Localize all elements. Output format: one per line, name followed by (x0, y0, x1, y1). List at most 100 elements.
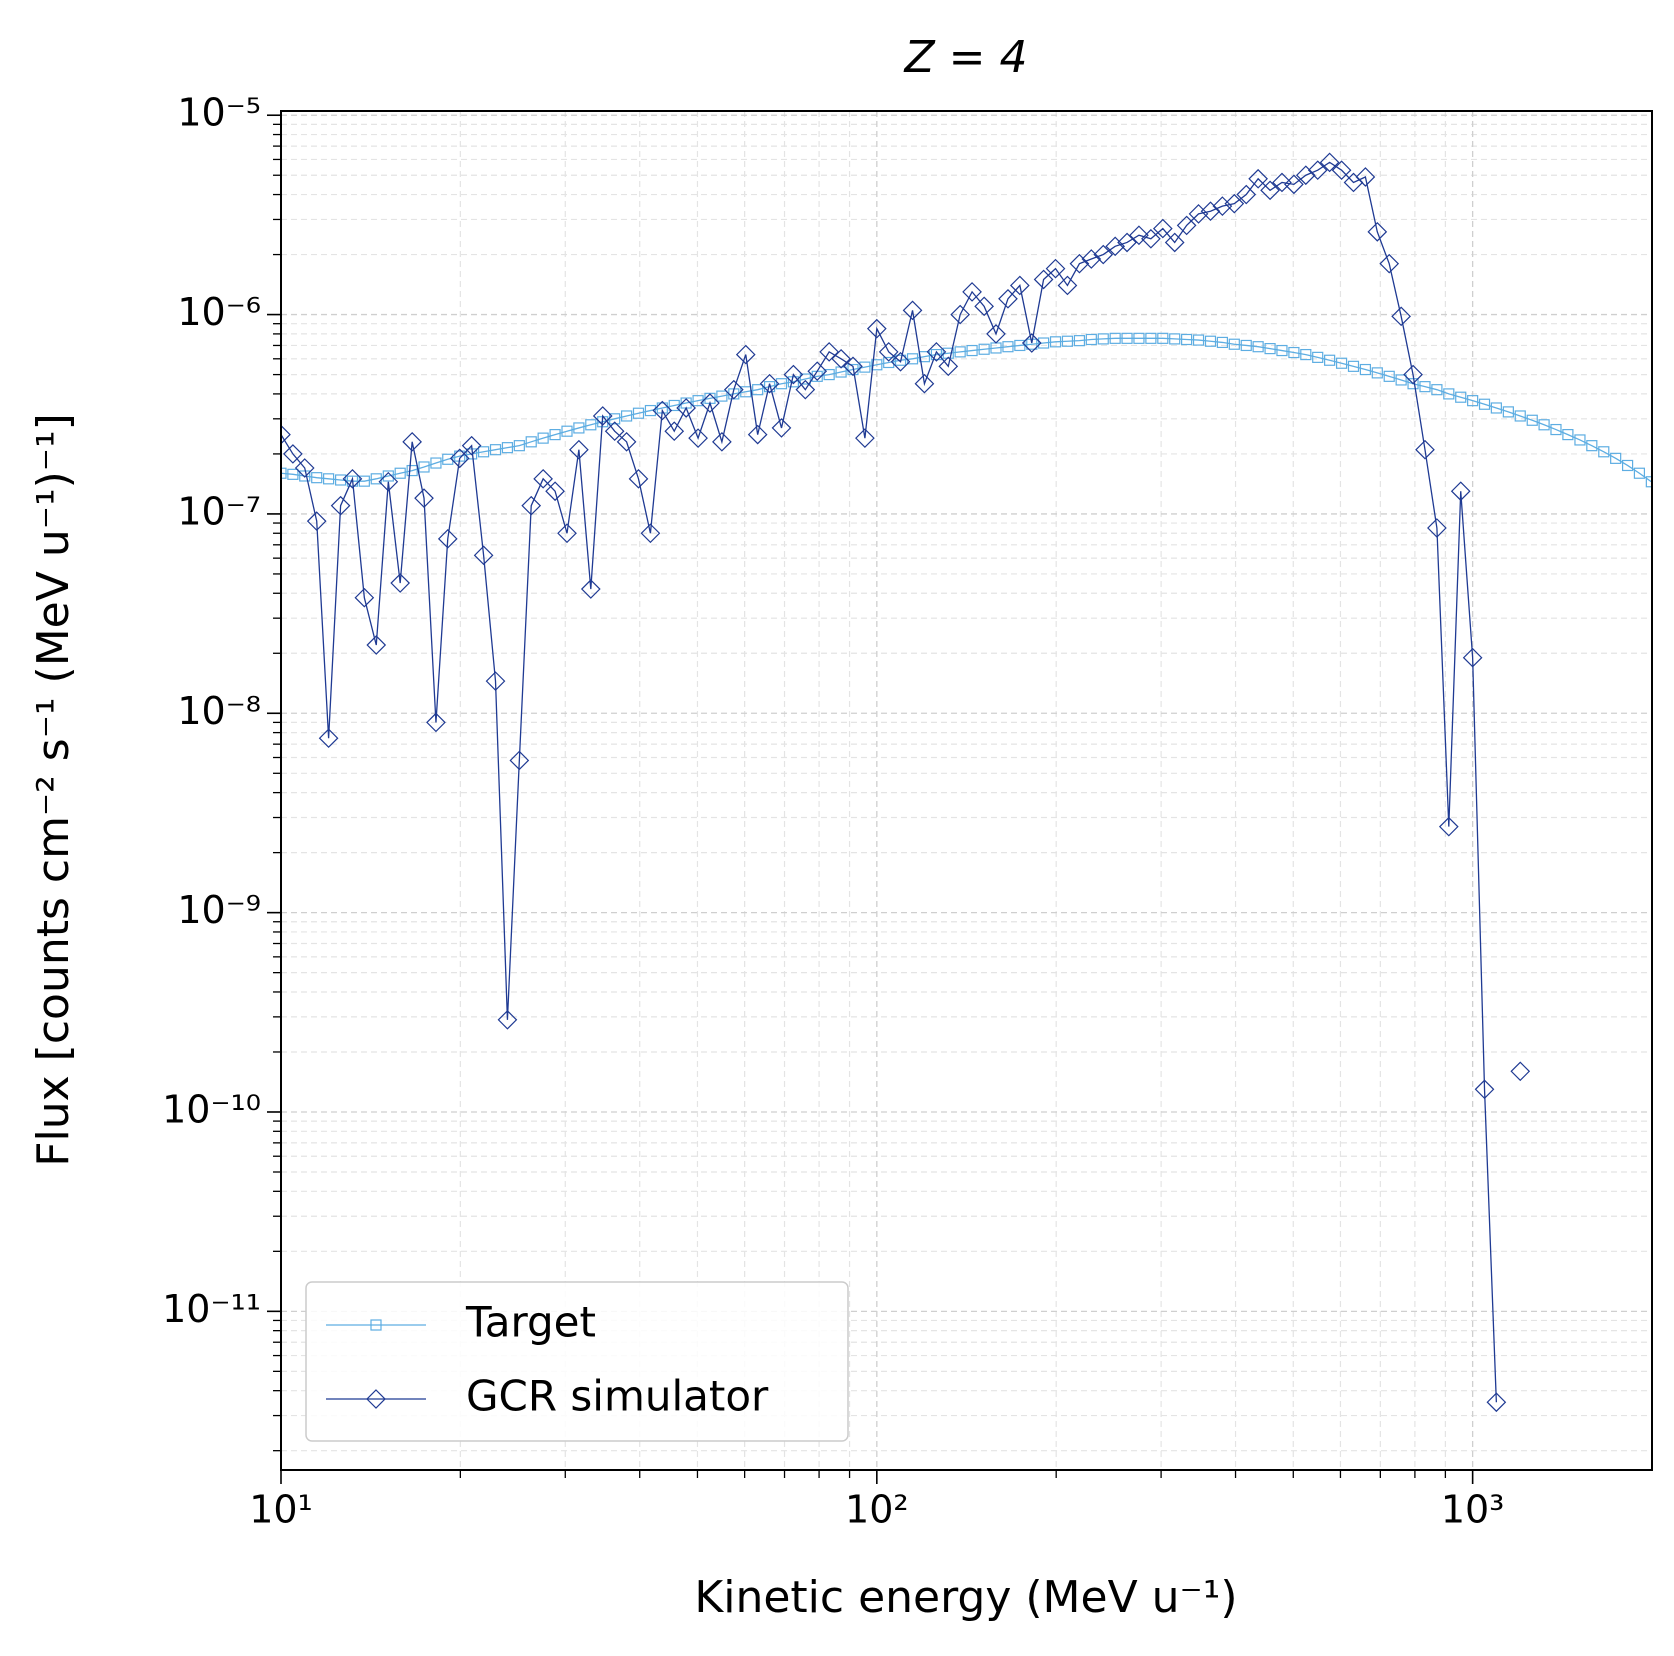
marker (906, 353, 919, 365)
marker (561, 425, 573, 437)
y-tick-label: 10⁻⁵ (177, 91, 261, 135)
marker (652, 400, 673, 421)
marker (1037, 337, 1050, 349)
marker (1049, 336, 1062, 348)
marker (1057, 275, 1078, 296)
marker (950, 304, 971, 325)
marker (1248, 168, 1268, 189)
marker (1455, 391, 1467, 403)
x-tick-label: 10¹ (249, 1488, 313, 1532)
marker (521, 495, 542, 516)
marker (437, 528, 458, 549)
marker (478, 446, 490, 458)
marker (294, 458, 315, 478)
marker (855, 428, 875, 448)
marker (1467, 395, 1479, 407)
marker (1633, 467, 1646, 479)
marker (449, 448, 470, 469)
marker (473, 545, 494, 566)
marker (537, 432, 549, 444)
marker (712, 431, 732, 452)
marker (366, 635, 387, 655)
marker (281, 424, 291, 445)
y-axis-label: Flux [counts cm⁻² s⁻¹ (MeV u⁻¹)⁻¹] (28, 413, 79, 1167)
marker (592, 406, 613, 426)
marker (311, 472, 323, 484)
marker (1105, 236, 1126, 257)
plot-area (281, 152, 1652, 1413)
marker (1335, 357, 1348, 369)
marker (1586, 440, 1598, 452)
marker (1164, 232, 1185, 253)
marker (1490, 402, 1502, 414)
marker (676, 398, 696, 418)
marker (894, 354, 907, 366)
marker (1474, 1079, 1495, 1100)
marker (1415, 439, 1435, 460)
marker (795, 379, 816, 400)
marker (406, 464, 418, 477)
marker (1188, 204, 1209, 224)
marker (1081, 249, 1102, 269)
marker (1176, 215, 1197, 236)
marker (1403, 364, 1423, 385)
marker (318, 728, 339, 749)
marker (723, 379, 744, 400)
marker (1260, 180, 1280, 201)
marker (1093, 244, 1114, 265)
y-tick-label: 10⁻¹⁰ (162, 1087, 261, 1131)
y-tick-label: 10⁻⁸ (177, 689, 261, 733)
marker (890, 351, 911, 372)
marker (1486, 1392, 1507, 1413)
marker (1319, 152, 1340, 173)
marker (747, 424, 768, 445)
marker (525, 436, 537, 448)
marker (1181, 333, 1193, 346)
marker (1288, 346, 1300, 359)
marker (287, 468, 299, 480)
legend-label: Target (465, 1298, 596, 1347)
marker (1383, 370, 1395, 382)
marker (1610, 452, 1622, 464)
marker (807, 361, 828, 382)
marker (378, 471, 399, 492)
marker (1152, 218, 1173, 239)
marker (1133, 332, 1145, 344)
marker (799, 373, 811, 385)
marker (938, 356, 959, 377)
chart-title: Z = 4 (904, 32, 1028, 83)
marker (1117, 232, 1137, 253)
marker (1002, 341, 1014, 353)
marker (1284, 174, 1304, 195)
marker (1129, 225, 1149, 246)
marker (926, 342, 947, 362)
marker (461, 435, 482, 456)
marker (775, 378, 788, 390)
marker (1443, 388, 1455, 400)
marker (585, 419, 597, 431)
marker (414, 488, 434, 508)
marker (1574, 434, 1586, 446)
marker (1538, 419, 1550, 431)
marker (752, 384, 764, 396)
marker (1069, 253, 1090, 274)
marker (1033, 269, 1054, 290)
marker (604, 421, 625, 442)
legend-marker (370, 1319, 382, 1331)
marker (573, 422, 585, 434)
marker (1272, 172, 1292, 193)
marker (1427, 518, 1447, 538)
y-tick-label: 10⁻⁶ (177, 290, 261, 334)
marker (306, 511, 327, 531)
marker (620, 410, 633, 422)
marker (1212, 196, 1233, 216)
marker (501, 442, 514, 454)
marker (878, 342, 899, 362)
marker (513, 440, 525, 452)
marker (783, 364, 804, 385)
marker (1347, 360, 1360, 372)
marker (1379, 253, 1400, 274)
marker (1359, 363, 1371, 376)
marker (370, 473, 382, 485)
marker (986, 324, 1006, 344)
